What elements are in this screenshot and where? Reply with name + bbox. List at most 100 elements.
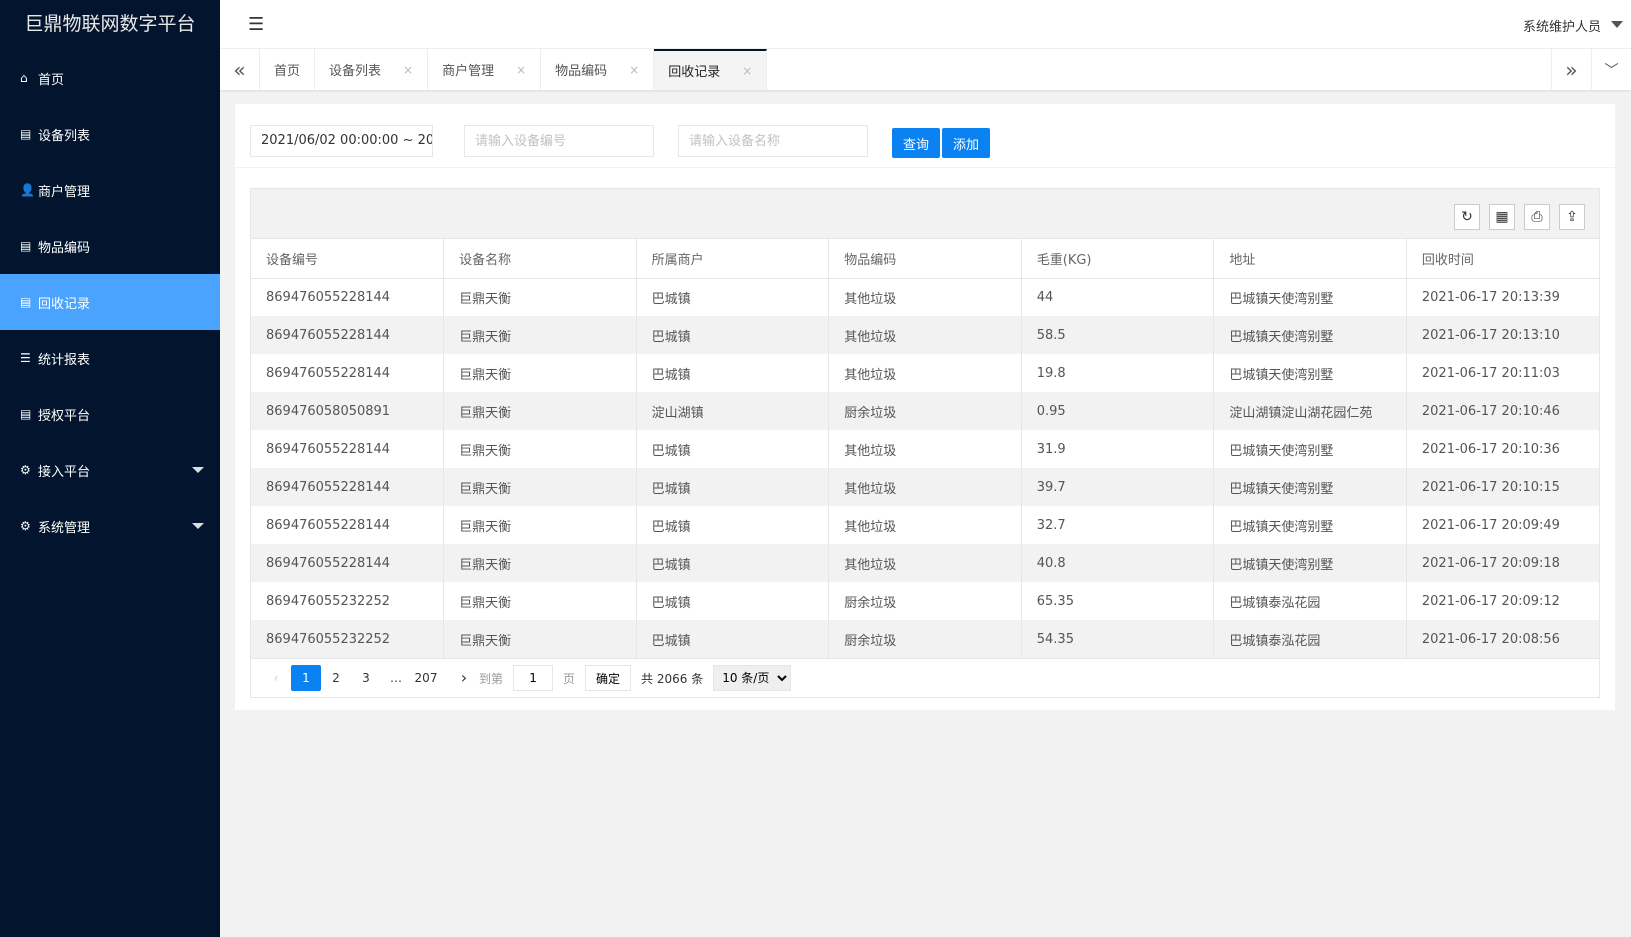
scroll-left-icon[interactable]: « — [220, 49, 260, 90]
table-cell: 巴城镇 — [636, 354, 830, 392]
table-row[interactable]: 869476055228144 巨鼎天衡 巴城镇 其他垃圾 31.9 巴城镇天使湾别墅 20… — [251, 430, 1599, 468]
table-cell: 其他垃圾 — [828, 278, 1022, 316]
sidebar-item-auth[interactable]: ▤ 授权平台 — [0, 386, 220, 442]
table-cell: 淀山湖镇淀山湖花园仁苑 — [1213, 392, 1407, 430]
caret-down-icon[interactable] — [1611, 21, 1623, 28]
table-cell: 2021-06-17 20:09:12 — [1421, 593, 1560, 609]
next-page-icon[interactable]: › — [460, 668, 468, 687]
refresh-icon[interactable]: ↻ — [1454, 204, 1480, 230]
caret-down-icon — [192, 523, 204, 529]
columns-filter-icon[interactable]: ▦ — [1489, 204, 1515, 230]
tab-label: 物品编码 — [555, 64, 608, 79]
table-row[interactable]: 869476055228144 巨鼎天衡 巴城镇 其他垃圾 39.7 巴城镇天使湾别墅 20… — [251, 468, 1599, 506]
table-cell: 巴城镇天使湾别墅 — [1213, 468, 1407, 506]
sidebar-item-stats[interactable]: ☰ 统计报表 — [0, 330, 220, 386]
sidebar-item-access[interactable]: ⚙ 接入平台 — [0, 442, 220, 498]
table-cell: 869476055228144 — [251, 430, 445, 468]
print-icon[interactable]: ⎙ — [1524, 204, 1550, 230]
menu-toggle-icon[interactable]: ☰ — [248, 14, 265, 35]
sidebar-item-merchants[interactable]: 👤 商户管理 — [0, 162, 220, 218]
table-row[interactable]: 869476055228144 巨鼎天衡 巴城镇 其他垃圾 19.8 巴城镇天使湾别墅 20… — [251, 354, 1599, 392]
table-cell: 19.8 — [1021, 354, 1215, 392]
sidebar-item-label: 授权平台 — [38, 408, 91, 424]
tab-label: 首页 — [274, 64, 301, 79]
system-icon: ⚙ — [20, 519, 31, 533]
column-header[interactable]: 物品编码 — [828, 239, 1022, 279]
table-cell: 巴城镇 — [636, 278, 830, 316]
tab-4[interactable]: 回收记录 × — [654, 49, 768, 90]
search-button[interactable]: 查询 — [892, 128, 941, 158]
tab-0[interactable]: 首页 — [260, 49, 316, 90]
close-icon[interactable]: × — [742, 63, 753, 78]
table-cell: 巴城镇 — [636, 620, 830, 658]
close-icon[interactable]: × — [629, 62, 640, 77]
total-count: 共 2066 条 — [641, 671, 704, 686]
tab-1[interactable]: 设备列表 × — [315, 49, 429, 90]
table-cell: 869476058050891 — [251, 392, 445, 430]
sidebar-item-label: 设备列表 — [38, 128, 91, 144]
data-table: ↻ ▦ ⎙ ⇪ 设备编号 设备名称 所属商户 物品编码 毛重(KG) 地址 回收时间 869… — [250, 188, 1600, 698]
table-cell: 2021-06-17 20:13:10 — [1406, 316, 1599, 354]
sidebar-item-home[interactable]: ⌂ 首页 — [0, 50, 220, 106]
sidebar: 巨鼎物联网数字平台 ⌂ 首页 ▤ 设备列表 👤 商户管理 ▤ 物品编码 ▤ 回收记录 ☰ 统计报表 ▤ 授… — [0, 0, 220, 937]
export-icon[interactable]: ⇪ — [1559, 204, 1585, 230]
table-row[interactable]: 869476055232252 巨鼎天衡 巴城镇 厨余垃圾 54.35 巴城镇泰泓花园 20… — [251, 620, 1599, 658]
column-header[interactable]: 地址 — [1213, 239, 1407, 279]
table-cell: 40.8 — [1021, 544, 1215, 582]
pagination: ‹ 12 3 … 207 › 到第 页 确定 共 2066 条 10 条/页 — [251, 658, 1599, 697]
goto-page-input[interactable] — [513, 665, 554, 691]
tab-3[interactable]: 物品编码 × — [541, 49, 655, 90]
page-size-select[interactable]: 10 条/页 — [713, 665, 792, 691]
table-row[interactable]: 869476058050891 巨鼎天衡 淀山湖镇 厨余垃圾 0.95 淀山湖镇淀山湖花园… — [251, 392, 1599, 430]
table-row[interactable]: 869476055228144 巨鼎天衡 巴城镇 其他垃圾 32.7 巴城镇天使湾别墅 20… — [251, 506, 1599, 544]
table-cell: 巴城镇天使湾别墅 — [1213, 278, 1407, 316]
codes-icon: ▤ — [20, 239, 32, 253]
table-cell: 65.35 — [1021, 582, 1215, 620]
table-cell: 54.35 — [1021, 620, 1215, 658]
page-2[interactable]: 2 — [332, 671, 340, 685]
merchants-icon: 👤 — [20, 183, 35, 197]
column-header[interactable]: 设备名称 — [443, 239, 637, 279]
column-header[interactable]: 回收时间 — [1406, 239, 1599, 279]
access-icon: ⚙ — [20, 463, 31, 477]
sidebar-item-system[interactable]: ⚙ 系统管理 — [0, 498, 220, 554]
page-1[interactable]: 1 — [291, 665, 321, 691]
page-last[interactable]: 207 — [414, 671, 438, 685]
date-range-input[interactable]: 2021/06/02 00:00:00 ~ 2021/ — [250, 125, 433, 157]
close-icon[interactable]: × — [403, 62, 414, 77]
sidebar-item-recycle[interactable]: ▤ 回收记录 — [0, 274, 220, 330]
table-cell: 39.7 — [1021, 468, 1215, 506]
column-header[interactable]: 所属商户 — [636, 239, 830, 279]
device-name-input[interactable] — [678, 125, 868, 157]
table-cell: 其他垃圾 — [828, 354, 1022, 392]
column-header[interactable]: 设备编号 — [251, 239, 445, 279]
user-menu[interactable]: 系统维护人员 — [1522, 20, 1601, 35]
table-cell: 31.9 — [1021, 430, 1215, 468]
table-row[interactable]: 869476055228144 巨鼎天衡 巴城镇 其他垃圾 58.5 巴城镇天使湾别墅 20… — [251, 316, 1599, 354]
table-cell: 2021-06-17 20:09:49 — [1421, 517, 1560, 533]
table-cell: 巴城镇 — [636, 506, 830, 544]
top-header: ☰ 系统维护人员 — [220, 0, 1631, 49]
page-3[interactable]: 3 — [362, 671, 370, 685]
sidebar-item-codes[interactable]: ▤ 物品编码 — [0, 218, 220, 274]
table-row[interactable]: 869476055232252 巨鼎天衡 巴城镇 厨余垃圾 65.35 巴城镇泰泓花园 20… — [251, 582, 1599, 620]
close-icon[interactable]: × — [516, 62, 527, 77]
table-cell: 其他垃圾 — [828, 468, 1022, 506]
column-header[interactable]: 毛重(KG) — [1021, 239, 1215, 279]
table-cell: 巴城镇 — [636, 544, 830, 582]
goto-confirm-button[interactable]: 确定 — [585, 665, 632, 691]
device-no-input[interactable] — [464, 125, 654, 157]
table-cell: 869476055228144 — [251, 544, 445, 582]
add-button[interactable]: 添加 — [942, 128, 991, 158]
page-unit-label: 页 — [563, 671, 576, 686]
prev-page-icon[interactable]: ‹ — [273, 671, 279, 685]
scroll-right-icon[interactable]: » — [1551, 49, 1591, 90]
sidebar-item-devices[interactable]: ▤ 设备列表 — [0, 106, 220, 162]
tab-options-chevron-down-icon[interactable]: ﹀ — [1591, 49, 1631, 90]
table-cell: 2021-06-17 20:09:18 — [1406, 544, 1599, 582]
content-card: 2021/06/02 00:00:00 ~ 2021/ 查询 添加 ↻ ▦ ⎙ … — [235, 104, 1615, 710]
table-row[interactable]: 869476055228144 巨鼎天衡 巴城镇 其他垃圾 40.8 巴城镇天使湾别墅 20… — [251, 544, 1599, 582]
table-row[interactable]: 869476055228144 巨鼎天衡 巴城镇 其他垃圾 44 巴城镇天使湾别墅 2021… — [251, 278, 1599, 316]
table-cell: 其他垃圾 — [828, 316, 1022, 354]
tab-2[interactable]: 商户管理 × — [428, 49, 542, 90]
